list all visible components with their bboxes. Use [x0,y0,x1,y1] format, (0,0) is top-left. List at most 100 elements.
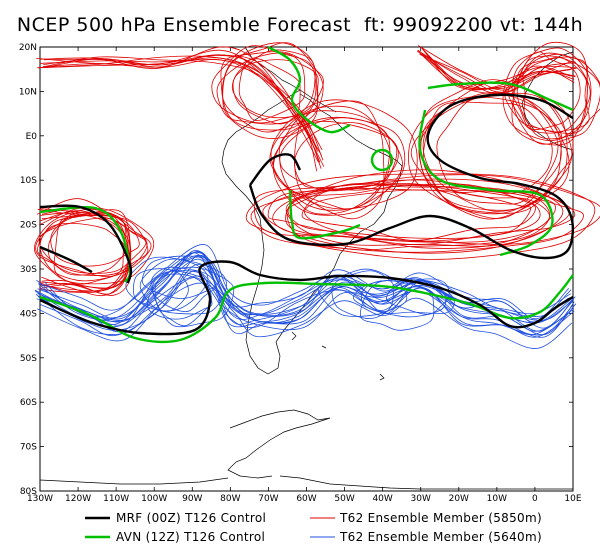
legend-label-avn: AVN (12Z) T126 Control [116,530,265,544]
mrf-contour [39,260,574,336]
lon-label: 100W [141,494,167,504]
ensemble-5850m-contour [37,222,126,276]
lat-label: 50S [20,354,37,364]
ensemble-5850m-contour [502,47,592,142]
ensemble-5850m-contour [43,46,319,163]
lat-label: 60S [20,398,37,408]
ensemble-5640m-contour [386,278,450,315]
legend: MRF (00Z) T126 Control AVN (12Z) T126 Co… [85,511,542,544]
ensemble-5640m-contour [125,256,209,312]
lon-label: 0 [532,494,538,504]
lat-label: 20N [19,43,37,53]
lat-label: 80S [20,487,37,497]
avn-contour [267,45,351,134]
mrf-contour [39,245,93,274]
coast-africa [521,51,574,151]
ensemble-5850m-contour [423,50,576,91]
ensemble-5850m-contour [285,169,564,247]
coast-antarctica [39,409,573,490]
lat-label: E0 [26,132,38,142]
ensemble-5640m-contour [38,254,571,321]
lon-label: 120W [65,494,91,504]
lat-label: 40S [20,309,37,319]
ensemble-5850m-contour [238,52,306,121]
lon-label: 70W [258,494,278,504]
lon-label: 10E [564,494,581,504]
ensemble-5850m-contour [522,52,590,133]
coast-small-islands [291,331,385,381]
lon-label: 110W [103,494,129,504]
ensemble-5640m-contour [150,266,216,313]
lon-label: 50W [334,494,354,504]
lon-label: 30W [411,494,431,504]
ensemble-5850m-contour [222,42,319,139]
mrf-contour [39,204,133,284]
ensemble-5850m-contour [37,55,324,161]
ensemble-5850m-contour [278,120,399,192]
lon-label: 130W [27,494,53,504]
lon-label: 60W [296,494,316,504]
ensemble-5640m-contour [360,280,435,331]
legend-label-blue: T62 Ensemble Member (5640m) [339,530,542,544]
mrf-contour [248,93,575,260]
lon-label: 80W [220,494,240,504]
ensemble-5850m-contour [419,54,576,91]
latitude-labels: 20N 10N E0 10S 20S 30S 40S 50S 60S 70S 80S [19,43,37,497]
lon-label: 90W [182,494,202,504]
lat-label: 10N [19,87,37,97]
ensemble-5640m-contour [38,251,570,320]
legend-label-mrf: MRF (00Z) T126 Control [116,511,266,525]
longitude-labels: 130W 120W 110W 100W 90W 80W 70W 60W 50W 40W 30W 20W… [27,494,582,504]
mrf-contour [249,153,302,186]
ensemble-5640m-contour [41,270,577,336]
ensemble-5850m-contour [220,51,324,131]
ensemble-5850m-contour [262,179,570,254]
lat-label: 70S [20,443,37,453]
ensemble-5850m-contour [421,48,575,90]
avn-contour [39,274,574,344]
avn-contour [418,109,554,257]
ensemble-5850m-contour [35,217,148,277]
avn-contour [288,189,361,240]
ensemble-5640m-contours [34,244,577,349]
ensemble-5640m-contour [40,270,575,337]
ensemble-5850m-contour [253,174,600,245]
ensemble-5850m-contour [408,92,573,214]
avn-contour [427,81,574,112]
lat-label: 20S [20,221,37,231]
ensemble-5850m-contour [270,99,418,210]
ensemble-5850m-contour [39,59,325,167]
ensemble-5640m-contour [353,278,455,315]
ensemble-5850m-contour [511,51,581,131]
legend-label-red: T62 Ensemble Member (5850m) [339,511,542,525]
ensemble-5640m-contour [36,275,574,336]
ensemble-5640m-contour [133,268,189,313]
ensemble-5850m-contour [42,54,321,163]
ensemble-5640m-contour [34,254,574,332]
ensemble-5640m-contour [151,266,235,328]
chart-title: NCEP 500 hPa Ensemble Forecast ft: 99092… [16,14,584,36]
avn-contour [370,148,394,172]
lat-label: 10S [20,176,37,186]
ensemble-5850m-contour [418,49,577,90]
ensemble-5850m-contour [39,210,131,293]
lon-label: 20W [449,494,469,504]
ensemble-5850m-contour [294,122,398,191]
ensemble-5640m-contour [154,269,212,327]
ensemble-5850m-contour [417,49,576,94]
lat-label: 30S [20,265,37,275]
ensemble-5850m-contour [272,116,406,210]
ensemble-5640m-contour [34,249,573,328]
ensemble-5640m-contour [331,270,395,319]
ensemble-5640m-contour [38,256,575,338]
ensemble-5850m-contour [410,97,570,211]
ensemble-5850m-contour [512,57,600,145]
lon-label: 10W [487,494,507,504]
lon-label: 40W [372,494,392,504]
mrf-control-contours [39,93,575,336]
ensemble-5850m-contour [216,58,301,125]
ensemble-5850m-contour [272,184,556,243]
ensemble-5850m-contour [38,208,129,289]
ensemble-5850m-contour [267,178,576,246]
